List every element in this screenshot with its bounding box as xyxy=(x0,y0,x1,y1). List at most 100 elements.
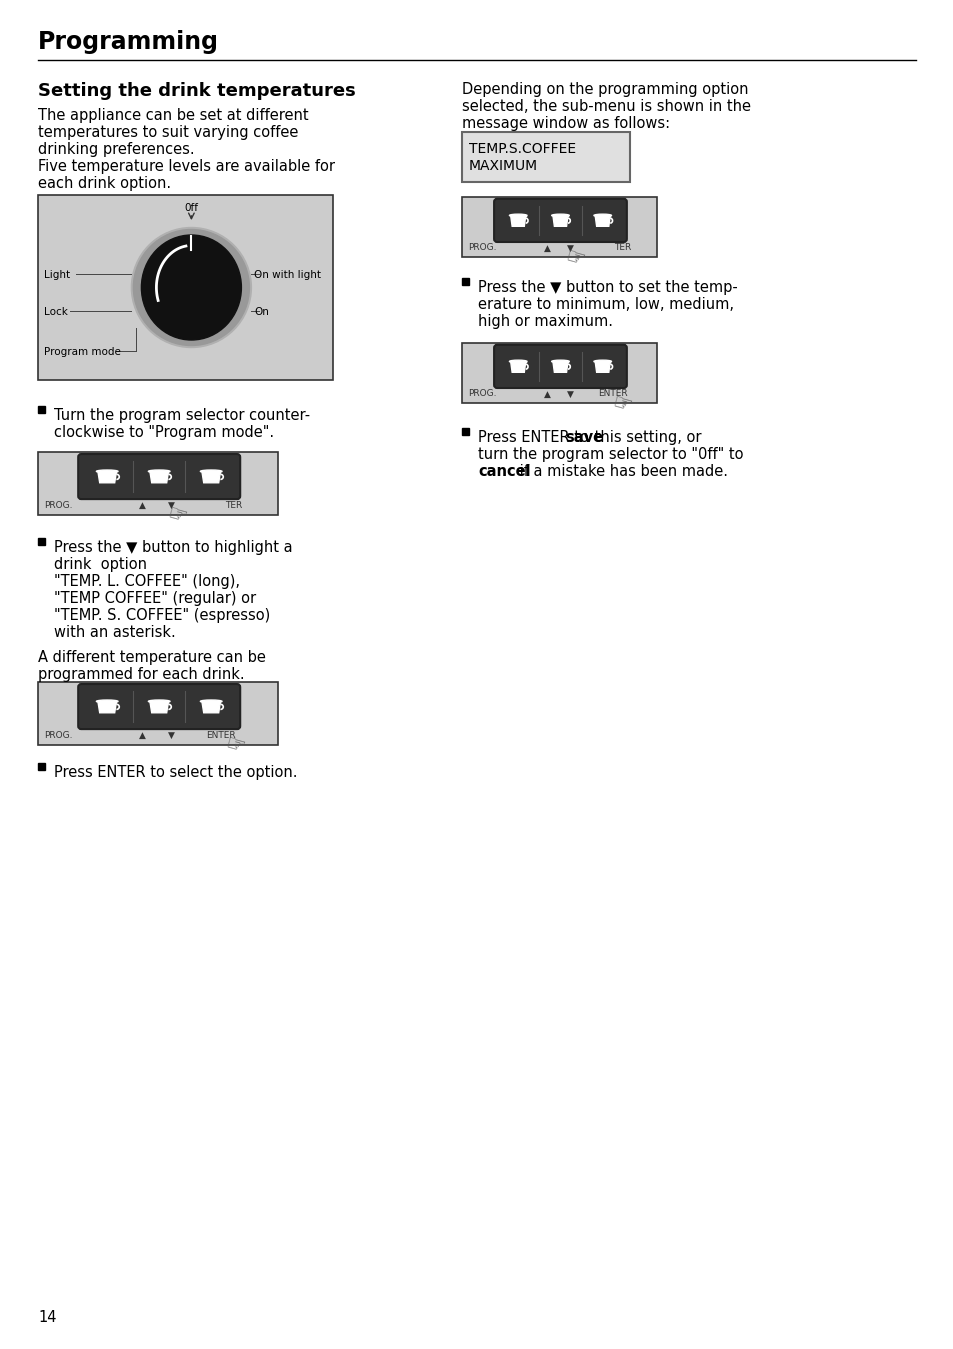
Text: PROG.: PROG. xyxy=(468,390,496,398)
Text: ▼: ▼ xyxy=(567,244,574,252)
Polygon shape xyxy=(98,703,116,712)
Text: ▲: ▲ xyxy=(138,731,146,741)
Text: The appliance can be set at different: The appliance can be set at different xyxy=(38,108,309,123)
Text: Five temperature levels are available for: Five temperature levels are available fo… xyxy=(38,159,335,174)
Bar xyxy=(461,428,469,434)
Text: ▲: ▲ xyxy=(543,390,550,398)
Text: save: save xyxy=(565,430,603,445)
Text: ☞: ☞ xyxy=(165,505,190,529)
Text: A different temperature can be: A different temperature can be xyxy=(38,650,266,665)
Text: "TEMP. L. COFFEE" (long),: "TEMP. L. COFFEE" (long), xyxy=(54,575,240,590)
Ellipse shape xyxy=(149,469,170,472)
Text: Press ENTER to select the option.: Press ENTER to select the option. xyxy=(54,765,297,780)
Text: On: On xyxy=(254,306,269,317)
FancyBboxPatch shape xyxy=(494,345,626,389)
Text: ▼: ▼ xyxy=(567,390,574,398)
Text: 0ff: 0ff xyxy=(184,202,198,213)
Text: 14: 14 xyxy=(38,1310,56,1325)
Text: selected, the sub-menu is shown in the: selected, the sub-menu is shown in the xyxy=(461,98,750,115)
FancyBboxPatch shape xyxy=(461,343,657,403)
Text: Press the ▼ button to set the temp-: Press the ▼ button to set the temp- xyxy=(477,281,737,295)
Text: if a mistake has been made.: if a mistake has been made. xyxy=(515,464,727,479)
Text: PROG.: PROG. xyxy=(44,731,72,741)
Text: On with light: On with light xyxy=(254,270,321,279)
Ellipse shape xyxy=(96,469,118,472)
Text: TER: TER xyxy=(614,244,631,252)
FancyBboxPatch shape xyxy=(78,684,240,728)
Polygon shape xyxy=(510,363,525,372)
FancyBboxPatch shape xyxy=(38,196,333,380)
Text: with an asterisk.: with an asterisk. xyxy=(54,625,175,639)
Text: clockwise to "Program mode".: clockwise to "Program mode". xyxy=(54,425,274,440)
Polygon shape xyxy=(553,216,567,227)
Text: ☞: ☞ xyxy=(609,393,634,417)
Text: TEMP.S.COFFEE: TEMP.S.COFFEE xyxy=(469,142,576,156)
Polygon shape xyxy=(202,472,220,483)
Ellipse shape xyxy=(509,360,526,363)
Text: drink  option: drink option xyxy=(54,557,147,572)
Text: ▲: ▲ xyxy=(543,244,550,252)
Bar xyxy=(38,538,45,545)
Ellipse shape xyxy=(96,700,118,703)
Ellipse shape xyxy=(551,214,569,217)
FancyBboxPatch shape xyxy=(38,452,277,515)
Bar xyxy=(38,764,45,770)
Bar xyxy=(461,278,469,285)
Polygon shape xyxy=(98,472,116,483)
Text: ☞: ☞ xyxy=(562,247,587,271)
Polygon shape xyxy=(150,703,168,712)
Text: drinking preferences.: drinking preferences. xyxy=(38,142,194,156)
Text: "TEMP COFFEE" (regular) or: "TEMP COFFEE" (regular) or xyxy=(54,591,255,606)
Text: erature to minimum, low, medium,: erature to minimum, low, medium, xyxy=(477,297,733,312)
Polygon shape xyxy=(202,703,220,712)
Text: Programming: Programming xyxy=(38,30,219,54)
Text: Depending on the programming option: Depending on the programming option xyxy=(461,82,748,97)
Ellipse shape xyxy=(149,700,170,703)
Polygon shape xyxy=(553,363,567,372)
Text: this setting, or: this setting, or xyxy=(590,430,701,445)
Ellipse shape xyxy=(551,360,569,363)
FancyBboxPatch shape xyxy=(38,683,277,745)
FancyBboxPatch shape xyxy=(78,455,240,499)
Text: each drink option.: each drink option. xyxy=(38,175,171,192)
Text: Press the ▼ button to highlight a: Press the ▼ button to highlight a xyxy=(54,540,293,554)
Text: Setting the drink temperatures: Setting the drink temperatures xyxy=(38,82,355,100)
Text: ▼: ▼ xyxy=(168,731,174,741)
Ellipse shape xyxy=(594,360,611,363)
Text: PROG.: PROG. xyxy=(44,500,72,510)
Text: high or maximum.: high or maximum. xyxy=(477,314,613,329)
Text: turn the program selector to "0ff" to: turn the program selector to "0ff" to xyxy=(477,447,742,461)
Ellipse shape xyxy=(141,235,241,340)
Text: ☞: ☞ xyxy=(222,734,247,758)
Text: ENTER: ENTER xyxy=(598,390,627,398)
Text: Light: Light xyxy=(44,270,71,279)
Text: MAXIMUM: MAXIMUM xyxy=(469,159,537,173)
FancyBboxPatch shape xyxy=(461,132,629,182)
FancyBboxPatch shape xyxy=(494,198,626,241)
Polygon shape xyxy=(595,363,610,372)
Polygon shape xyxy=(595,216,610,227)
Text: temperatures to suit varying coffee: temperatures to suit varying coffee xyxy=(38,125,298,140)
Polygon shape xyxy=(510,216,525,227)
Bar xyxy=(38,406,45,413)
Ellipse shape xyxy=(509,214,526,217)
Ellipse shape xyxy=(200,700,222,703)
Text: Lock: Lock xyxy=(44,306,68,317)
Circle shape xyxy=(132,228,252,348)
Text: Press ENTER to: Press ENTER to xyxy=(477,430,593,445)
Text: Program mode: Program mode xyxy=(44,348,121,357)
Text: TER: TER xyxy=(225,500,242,510)
Circle shape xyxy=(133,229,249,345)
Text: "TEMP. S. COFFEE" (espresso): "TEMP. S. COFFEE" (espresso) xyxy=(54,608,270,623)
Text: PROG.: PROG. xyxy=(468,244,496,252)
Text: programmed for each drink.: programmed for each drink. xyxy=(38,666,244,683)
Text: ▼: ▼ xyxy=(168,500,174,510)
Text: ENTER: ENTER xyxy=(206,731,235,741)
Polygon shape xyxy=(150,472,168,483)
FancyBboxPatch shape xyxy=(461,197,657,258)
Ellipse shape xyxy=(200,469,222,472)
Text: Turn the program selector counter-: Turn the program selector counter- xyxy=(54,407,310,424)
Text: ▲: ▲ xyxy=(138,500,146,510)
Text: message window as follows:: message window as follows: xyxy=(461,116,669,131)
Text: cancel: cancel xyxy=(477,464,530,479)
